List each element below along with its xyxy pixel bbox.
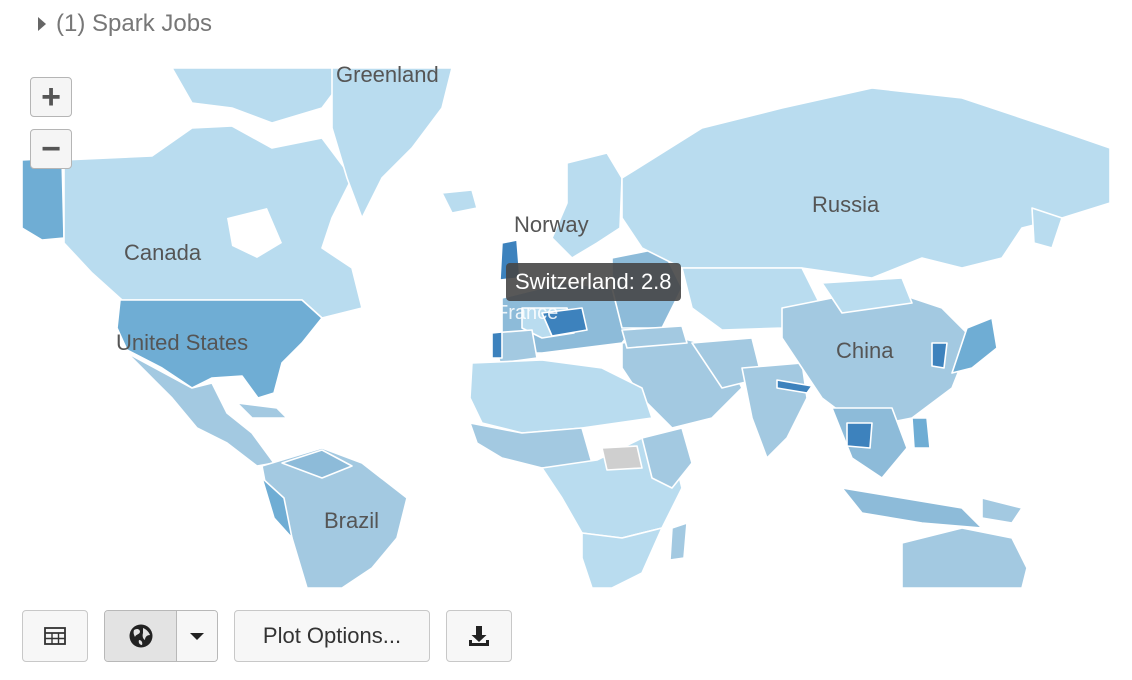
mongolia-region xyxy=(821,277,913,314)
madagascar-region xyxy=(669,522,688,561)
east-africa-region xyxy=(641,427,693,489)
south-sudan-region xyxy=(601,445,643,471)
download-icon xyxy=(469,626,489,646)
turkey-region xyxy=(621,325,688,349)
hudson-bay xyxy=(227,208,282,258)
caribbean-region xyxy=(236,402,288,419)
table-view-button[interactable] xyxy=(22,610,88,662)
alaska-region xyxy=(22,157,65,241)
russia-region xyxy=(621,87,1110,279)
map-tooltip: Switzerland: 2.8 xyxy=(506,263,681,301)
spark-jobs-title: (1) Spark Jobs xyxy=(56,10,213,37)
arctic-islands xyxy=(171,68,353,124)
portugal-region xyxy=(491,331,503,359)
plus-icon: + xyxy=(41,78,61,116)
switzerland-region xyxy=(541,307,588,337)
map-view-group xyxy=(104,610,218,662)
minus-icon: − xyxy=(41,130,61,168)
kamchatka-region xyxy=(1031,207,1063,249)
plot-options-button[interactable]: Plot Options... xyxy=(234,610,430,662)
philippines-region xyxy=(911,417,931,449)
world-map[interactable] xyxy=(22,68,1110,588)
spark-jobs-toggle[interactable]: (1) Spark Jobs xyxy=(38,10,212,38)
globe-icon xyxy=(129,624,152,648)
map-view-button[interactable] xyxy=(105,611,177,661)
japan-region xyxy=(951,317,998,374)
canada-region xyxy=(63,125,363,319)
download-button[interactable] xyxy=(446,610,512,662)
north-africa-region xyxy=(469,359,653,434)
scandinavia-region xyxy=(551,152,623,259)
greenland-region xyxy=(331,68,453,219)
united-states-region xyxy=(116,299,323,399)
thailand-region xyxy=(846,422,873,449)
southern-africa-region xyxy=(581,527,663,588)
caret-right-icon xyxy=(38,17,46,31)
india-region xyxy=(741,362,808,459)
korea-region xyxy=(931,342,948,369)
world-map-svg xyxy=(22,68,1110,588)
zoom-in-button[interactable]: + xyxy=(30,77,72,117)
chart-type-dropdown[interactable] xyxy=(177,611,217,661)
zoom-out-button[interactable]: − xyxy=(30,129,72,169)
plot-toolbar: Plot Options... xyxy=(22,610,512,662)
australia-region xyxy=(901,527,1028,588)
png-region xyxy=(981,497,1023,524)
iceland-region xyxy=(441,189,478,214)
nepal-region xyxy=(776,379,813,394)
caret-down-icon xyxy=(190,632,204,640)
table-icon xyxy=(44,627,66,645)
venezuela-region xyxy=(281,449,353,479)
peru-region xyxy=(261,477,293,539)
indonesia-region xyxy=(841,487,983,529)
